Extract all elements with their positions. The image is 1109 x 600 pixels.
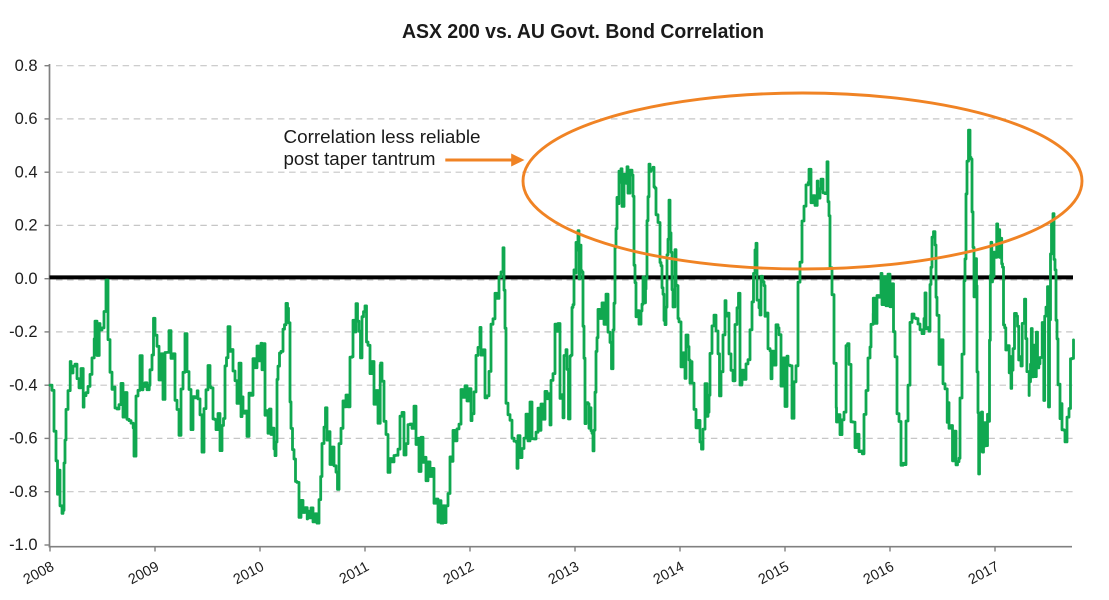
- svg-text:post taper tantrum: post taper tantrum: [284, 149, 436, 169]
- svg-text:0.2: 0.2: [15, 217, 38, 235]
- svg-text:-0.2: -0.2: [9, 323, 37, 341]
- svg-text:0.0: 0.0: [15, 270, 38, 288]
- svg-text:0.6: 0.6: [15, 110, 38, 128]
- svg-text:0.4: 0.4: [15, 163, 38, 181]
- svg-text:-0.6: -0.6: [9, 430, 37, 448]
- svg-text:-1.0: -1.0: [9, 536, 37, 554]
- svg-text:-0.4: -0.4: [9, 376, 37, 394]
- svg-text:ASX 200 vs. AU Govt. Bond Corr: ASX 200 vs. AU Govt. Bond Correlation: [402, 21, 764, 43]
- svg-text:-0.8: -0.8: [9, 483, 37, 501]
- svg-text:Correlation less reliable: Correlation less reliable: [284, 127, 481, 147]
- svg-text:0.8: 0.8: [15, 57, 38, 75]
